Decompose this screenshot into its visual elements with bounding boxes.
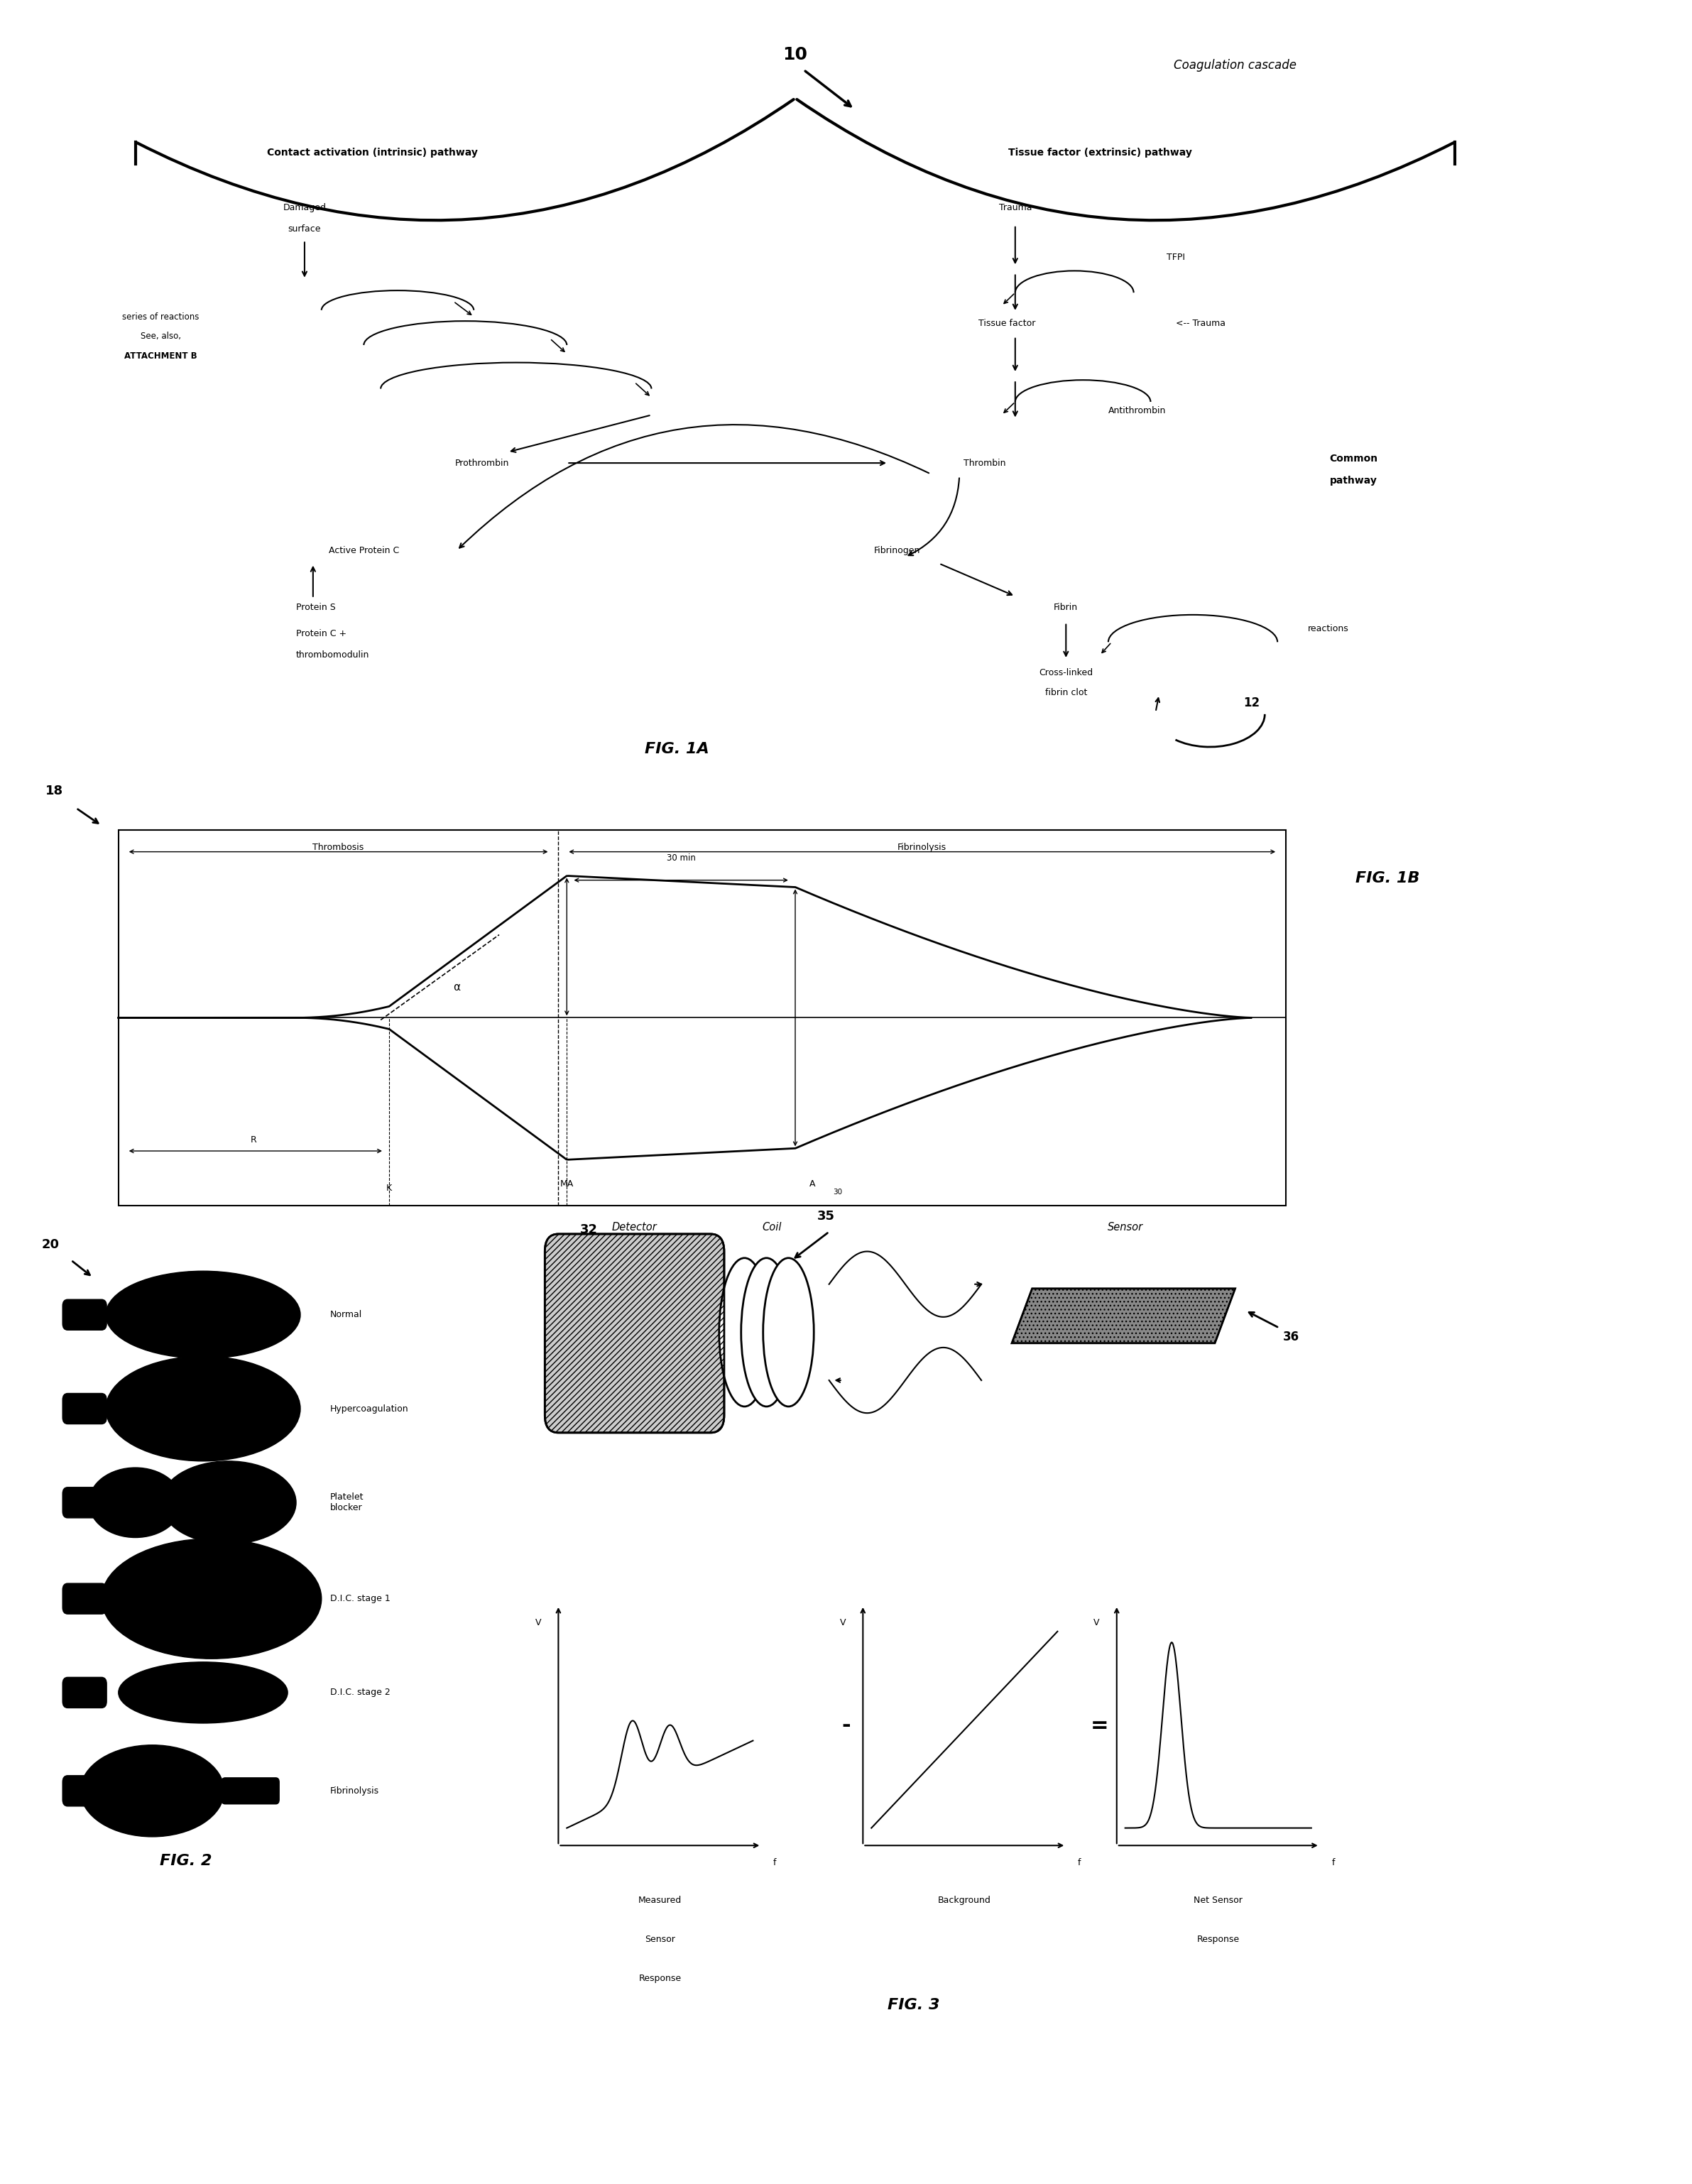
Text: Response: Response (1196, 1935, 1240, 1944)
Text: Tissue factor (extrinsic) pathway: Tissue factor (extrinsic) pathway (1008, 149, 1191, 157)
FancyBboxPatch shape (63, 1583, 107, 1614)
Text: =: = (1091, 1714, 1108, 1736)
Text: pathway: pathway (1330, 476, 1377, 485)
Text: Cross-linked: Cross-linked (1039, 668, 1093, 677)
Text: Thrombosis: Thrombosis (313, 843, 364, 852)
Text: V: V (839, 1618, 846, 1627)
Ellipse shape (763, 1258, 814, 1406)
Text: Measured: Measured (638, 1896, 682, 1904)
Text: fibrin clot: fibrin clot (1046, 688, 1086, 697)
Text: Trauma: Trauma (998, 203, 1032, 212)
Text: Damaged: Damaged (283, 203, 327, 212)
Text: 12: 12 (1244, 697, 1261, 710)
Text: 30 min: 30 min (667, 854, 695, 863)
Text: Net Sensor: Net Sensor (1195, 1896, 1242, 1904)
Text: Tissue factor: Tissue factor (978, 319, 1036, 328)
Ellipse shape (90, 1468, 183, 1538)
Text: ATTACHMENT B: ATTACHMENT B (124, 352, 198, 360)
Text: Fibrinolysis: Fibrinolysis (330, 1787, 379, 1795)
Text: Coil: Coil (761, 1223, 782, 1232)
FancyBboxPatch shape (63, 1393, 107, 1424)
Text: Prothrombin: Prothrombin (455, 459, 509, 467)
Text: MA: MA (560, 1179, 574, 1188)
Text: 18: 18 (46, 784, 63, 797)
Text: reactions: reactions (1308, 625, 1349, 633)
FancyBboxPatch shape (63, 1487, 107, 1518)
Text: Protein C +: Protein C + (296, 629, 347, 638)
Text: Active Protein C: Active Protein C (328, 546, 399, 555)
Text: f: f (773, 1859, 777, 1867)
Text: Response: Response (638, 1974, 682, 1983)
Text: thrombomodulin: thrombomodulin (296, 651, 369, 660)
Text: 35: 35 (817, 1210, 834, 1223)
FancyBboxPatch shape (63, 1677, 107, 1708)
FancyBboxPatch shape (222, 1778, 279, 1804)
Text: A: A (809, 1179, 816, 1188)
Text: Hypercoagulation: Hypercoagulation (330, 1404, 408, 1413)
Text: series of reactions: series of reactions (122, 312, 200, 321)
Text: Detector: Detector (613, 1223, 656, 1232)
Ellipse shape (161, 1461, 296, 1544)
Text: Fibrinolysis: Fibrinolysis (897, 843, 948, 852)
Text: Thrombin: Thrombin (964, 459, 1005, 467)
Text: f: f (1078, 1859, 1081, 1867)
Text: FIG. 3: FIG. 3 (888, 1998, 939, 2011)
Text: 36: 36 (1283, 1330, 1299, 1343)
Polygon shape (1012, 1289, 1235, 1343)
Ellipse shape (105, 1356, 301, 1461)
Ellipse shape (741, 1258, 792, 1406)
Text: K: K (386, 1184, 393, 1192)
Text: 30: 30 (832, 1188, 843, 1197)
Text: See, also,: See, also, (140, 332, 181, 341)
Text: FIG. 1A: FIG. 1A (645, 743, 709, 756)
Text: Normal: Normal (330, 1310, 362, 1319)
Text: Background: Background (937, 1896, 992, 1904)
Text: Protein S: Protein S (296, 603, 335, 612)
Text: Sensor: Sensor (1107, 1223, 1144, 1232)
Text: Contact activation (intrinsic) pathway: Contact activation (intrinsic) pathway (267, 149, 477, 157)
Ellipse shape (719, 1258, 770, 1406)
Ellipse shape (102, 1538, 321, 1660)
Text: R: R (250, 1136, 257, 1144)
Text: Fibrin: Fibrin (1054, 603, 1078, 612)
Text: Platelet
blocker: Platelet blocker (330, 1492, 364, 1514)
Bar (118, 830, 1286, 1206)
Ellipse shape (105, 1271, 301, 1358)
Text: Common: Common (1330, 454, 1377, 463)
Text: surface: surface (288, 225, 321, 234)
FancyBboxPatch shape (545, 1234, 724, 1433)
Text: D.I.C. stage 2: D.I.C. stage 2 (330, 1688, 391, 1697)
Text: V: V (1093, 1618, 1100, 1627)
FancyBboxPatch shape (63, 1299, 107, 1330)
Text: 32: 32 (580, 1223, 597, 1236)
Text: FIG. 2: FIG. 2 (161, 1854, 212, 1867)
Text: 20: 20 (42, 1238, 59, 1251)
Text: -: - (841, 1714, 851, 1736)
Text: Antithrombin: Antithrombin (1108, 406, 1166, 415)
Text: α: α (453, 983, 460, 992)
Text: Sensor: Sensor (645, 1935, 675, 1944)
Text: <-- Trauma: <-- Trauma (1176, 319, 1225, 328)
Text: f: f (1332, 1859, 1335, 1867)
Ellipse shape (81, 1745, 223, 1837)
Text: 10: 10 (783, 46, 807, 63)
Text: Coagulation cascade: Coagulation cascade (1174, 59, 1296, 72)
Text: V: V (535, 1618, 541, 1627)
Text: TFPI: TFPI (1167, 253, 1184, 262)
FancyBboxPatch shape (63, 1776, 107, 1806)
Text: Fibrinogen: Fibrinogen (873, 546, 920, 555)
Ellipse shape (118, 1662, 288, 1723)
Text: FIG. 1B: FIG. 1B (1355, 871, 1420, 885)
Text: D.I.C. stage 1: D.I.C. stage 1 (330, 1594, 391, 1603)
